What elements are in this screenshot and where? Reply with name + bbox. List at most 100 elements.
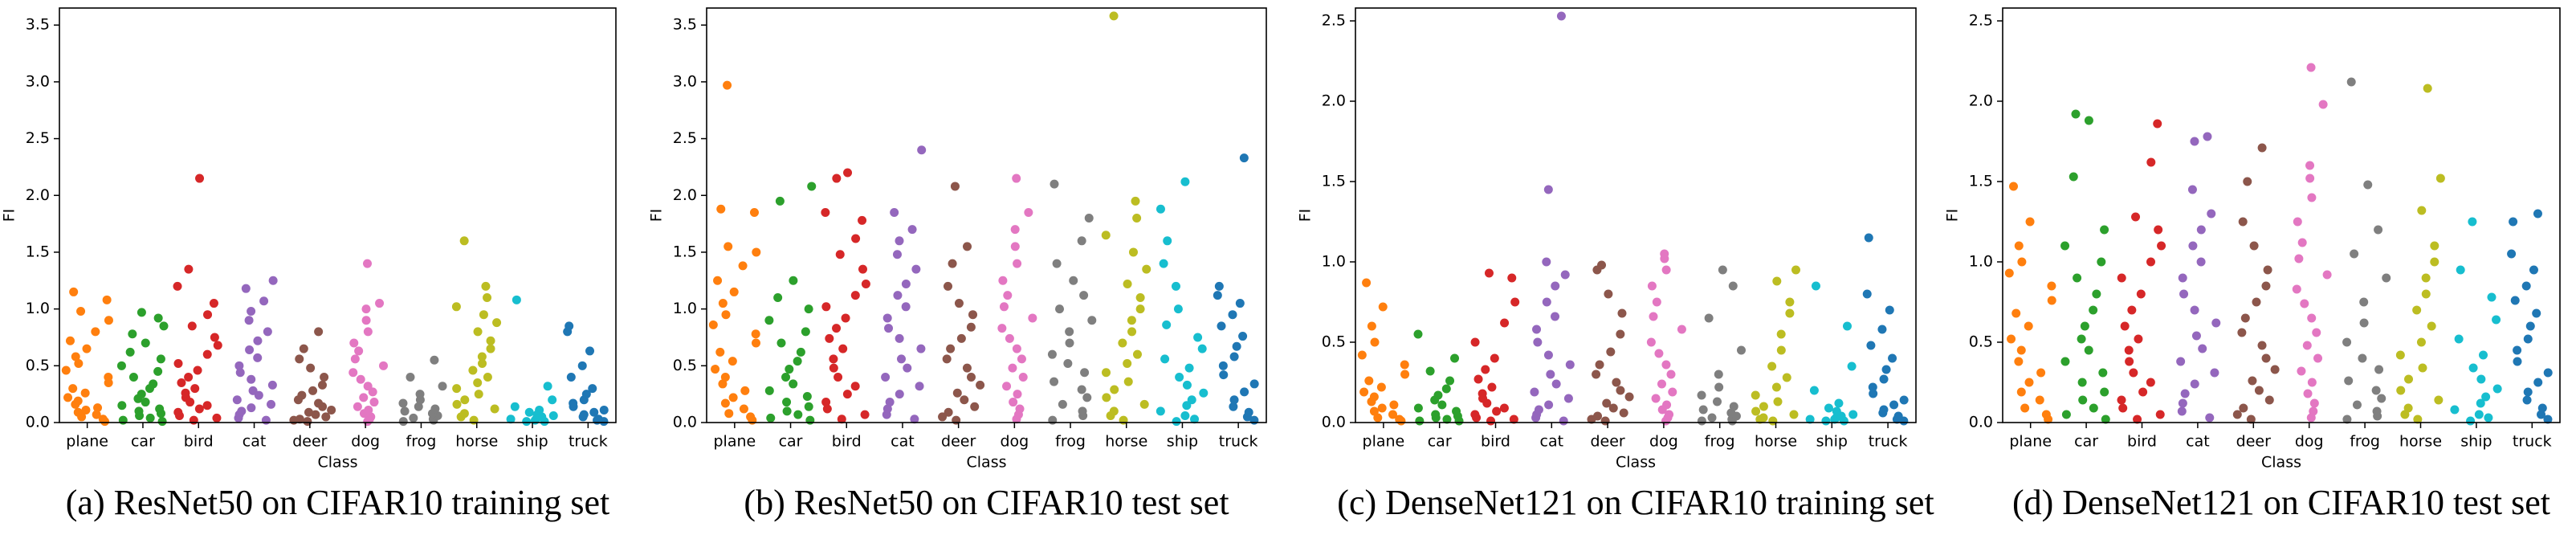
point: [1805, 415, 1815, 424]
point: [2307, 378, 2317, 387]
point: [2374, 225, 2383, 235]
point: [490, 404, 499, 414]
point: [173, 281, 182, 291]
point: [2146, 257, 2156, 267]
point: [751, 338, 760, 348]
x-tick-label: car: [779, 433, 803, 451]
point: [2412, 305, 2422, 315]
point: [2007, 334, 2016, 344]
x-axis-label: Class: [967, 454, 1007, 472]
point: [473, 378, 483, 388]
point: [834, 372, 843, 382]
point: [1728, 281, 1738, 291]
point: [2252, 297, 2261, 307]
point: [2016, 387, 2026, 397]
point: [1473, 374, 1483, 384]
point: [782, 406, 792, 416]
point: [1395, 415, 1404, 424]
x-tick-label: cat: [891, 433, 915, 451]
point: [253, 353, 263, 362]
point: [1785, 308, 1795, 318]
point: [952, 388, 962, 398]
point: [724, 409, 734, 419]
point: [1010, 242, 1020, 251]
point: [825, 333, 834, 343]
point: [173, 407, 183, 417]
point: [2263, 265, 2272, 275]
point: [1661, 360, 1671, 370]
point: [194, 404, 204, 414]
y-tick-label: 0.0: [1322, 414, 1346, 431]
point: [2100, 225, 2109, 235]
point: [61, 366, 71, 375]
point: [2363, 180, 2373, 190]
point: [2127, 305, 2137, 315]
point: [2153, 119, 2162, 129]
point: [2196, 257, 2206, 267]
point: [1759, 413, 1768, 423]
point: [137, 390, 146, 399]
point: [764, 386, 774, 395]
point: [2041, 410, 2051, 419]
point: [1470, 337, 1480, 347]
point: [195, 174, 205, 183]
point: [1500, 318, 1510, 328]
point: [895, 333, 904, 343]
point: [577, 361, 587, 370]
point: [805, 415, 815, 425]
point: [1123, 377, 1133, 386]
y-tick-label: 0.0: [673, 414, 697, 431]
point: [212, 413, 222, 423]
point: [1369, 406, 1379, 416]
point: [181, 388, 190, 398]
point: [2303, 389, 2313, 398]
point: [1377, 403, 1387, 413]
point: [793, 357, 802, 366]
point: [2507, 249, 2517, 259]
point: [1442, 415, 1452, 424]
point: [1556, 11, 1566, 21]
point: [2190, 137, 2199, 146]
point: [2179, 289, 2189, 299]
point: [2154, 225, 2163, 235]
point: [65, 336, 75, 345]
point: [1834, 398, 1844, 408]
point: [314, 398, 324, 408]
point: [241, 284, 251, 293]
point: [2198, 344, 2207, 353]
point: [1652, 297, 1661, 307]
point: [2430, 241, 2439, 251]
point: [73, 396, 83, 406]
point: [1862, 289, 1872, 299]
x-tick-label: deer: [1590, 433, 1624, 451]
point: [82, 344, 92, 353]
point: [2476, 398, 2485, 408]
point: [2061, 410, 2071, 419]
point: [1232, 341, 1241, 351]
point: [2097, 257, 2106, 267]
point: [1109, 11, 1119, 21]
point: [1654, 349, 1664, 358]
point: [2080, 321, 2089, 331]
point: [1017, 354, 1026, 364]
point: [1425, 366, 1435, 376]
point: [901, 302, 911, 312]
point: [1551, 281, 1560, 291]
point: [173, 358, 183, 368]
x-tick-label: horse: [2399, 433, 2442, 451]
point: [1612, 378, 1621, 387]
point: [1619, 408, 1628, 418]
point: [2510, 296, 2520, 305]
point: [2254, 386, 2264, 395]
point: [247, 403, 256, 413]
point: [477, 352, 487, 361]
point: [1132, 214, 1142, 223]
point: [793, 410, 803, 419]
point: [2307, 193, 2317, 202]
point: [492, 318, 502, 328]
point: [1110, 385, 1119, 394]
point: [1647, 281, 1657, 291]
x-tick-label: horse: [455, 433, 498, 451]
point: [63, 393, 73, 402]
